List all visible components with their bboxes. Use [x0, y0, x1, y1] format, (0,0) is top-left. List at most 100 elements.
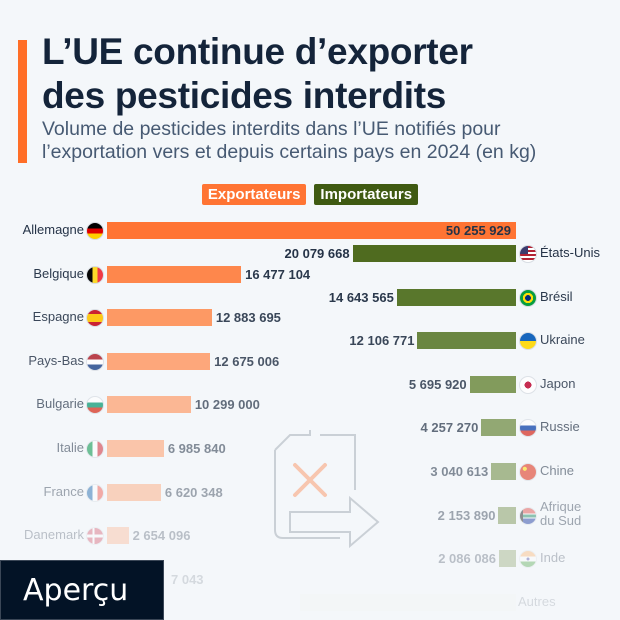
- flag-ua-icon: [519, 332, 537, 351]
- exporter-value-label: 6 620 348: [164, 484, 223, 500]
- exporter-bar: [107, 309, 212, 327]
- importer-row: 5 695 920 Japon: [0, 375, 620, 395]
- exporter-row: Italie 6 985 840: [0, 439, 620, 459]
- importer-country-label: Russie: [540, 419, 580, 435]
- importer-row: 20 079 668 États-Unis: [0, 244, 620, 264]
- title-line-2: des pesticides interdits: [42, 75, 447, 116]
- title-line-1: L’UE continue d’exporter: [42, 31, 473, 72]
- exporter-value-label: 6 985 840: [167, 441, 226, 456]
- exporter-country-label: Belgique: [33, 265, 84, 281]
- importer-value-label: 5 695 920: [408, 376, 467, 392]
- importer-value-label: 12 106 771: [349, 333, 415, 349]
- importer-country-label-line: Afrique: [540, 498, 582, 514]
- flag-us-icon: [519, 245, 537, 263]
- importer-bar: [498, 506, 516, 524]
- exporter-row: Bulgarie 10 299 000: [0, 395, 620, 415]
- exporter-country-label: Allemagne: [22, 222, 84, 237]
- exporter-value-label: 16 477 104: [245, 266, 311, 282]
- importer-country-label: États-Unis: [540, 245, 600, 260]
- exporter-value-label: 50 255 929: [445, 223, 511, 238]
- importer-country-label-line: du Sud: [540, 512, 582, 528]
- flag-de-icon: [86, 222, 104, 240]
- importer-row: 14 643 565 Brésil: [0, 288, 620, 308]
- flag-dk-icon: [86, 527, 104, 546]
- importer-bar: [499, 550, 516, 568]
- exporter-country-label: Pays-Bas: [28, 352, 84, 368]
- importer-bar: [481, 419, 516, 437]
- legend: Exportateurs Importateurs: [0, 184, 620, 205]
- flag-fr-icon: [86, 483, 104, 502]
- exporter-row: Allemagne 50 255 929: [0, 221, 620, 241]
- legend-importers: Importateurs: [314, 184, 419, 205]
- importer-row: 12 106 771 Ukraine: [0, 331, 620, 351]
- importer-row: 2 153 890 Afrique du Sud: [0, 499, 620, 527]
- flag-cn-icon: [519, 463, 537, 481]
- importer-row: 4 257 270 Russie: [0, 418, 620, 438]
- importer-value-label: 4 257 270: [420, 420, 479, 436]
- subtitle: Volume de pesticides interdits dans l’UE…: [42, 118, 536, 164]
- flag-es-icon: [86, 309, 104, 328]
- flag-be-icon: [86, 265, 104, 284]
- importer-country-label: Japon: [540, 375, 576, 391]
- exporter-row: Espagne 12 883 695: [0, 308, 620, 328]
- flag-za-icon: [519, 506, 537, 525]
- flag-it-icon: [86, 440, 104, 458]
- exporter-row: Belgique 16 477 104: [0, 265, 620, 285]
- flag-jp-icon: [519, 375, 537, 394]
- page-title: L’UE continue d’exporter des pesticides …: [42, 30, 473, 118]
- importer-row: Autres: [0, 593, 620, 613]
- exporter-country-label: Italie: [56, 440, 84, 455]
- exporter-row: 7 043: [0, 570, 620, 590]
- importer-bar: [469, 375, 516, 393]
- exporter-country-label: Danemark: [24, 527, 84, 543]
- importer-value-label: 2 153 890: [437, 507, 496, 523]
- exporter-bar: [107, 483, 161, 501]
- exporter-bar: [107, 352, 211, 370]
- subtitle-line-1: Volume de pesticides interdits dans l’UE…: [42, 118, 501, 140]
- importer-country-label: Brésil: [540, 288, 573, 304]
- exporter-bar: [107, 222, 516, 239]
- flag-ru-icon: [519, 419, 537, 438]
- exporter-value-label: 10 299 000: [194, 397, 260, 413]
- pesticide-canister-crossed-arrow-icon: [274, 430, 380, 549]
- importer-bar: [352, 245, 516, 262]
- importer-country-label: Afrique du Sud: [540, 498, 582, 528]
- exporter-country-label: Bulgarie: [36, 396, 84, 412]
- title-accent-bar: [18, 40, 27, 163]
- importer-country-label: Inde: [540, 550, 566, 566]
- importer-value-label: 14 643 565: [328, 289, 394, 305]
- importer-row: 3 040 613 Chine: [0, 462, 620, 482]
- exporter-value-label: 12 883 695: [215, 310, 281, 326]
- importer-bar: [300, 593, 516, 611]
- exporter-country-label: France: [43, 483, 84, 499]
- subtitle-line-2: l’exportation vers et depuis certains pa…: [42, 141, 537, 163]
- exporter-row: Danemark 2 654 096: [0, 526, 620, 546]
- importer-bar: [417, 332, 516, 350]
- exporter-bar: [107, 396, 191, 414]
- exporter-value-label: 7 043: [171, 571, 204, 587]
- importer-country-label: Chine: [540, 463, 574, 478]
- flag-bg-icon: [86, 396, 104, 415]
- flag-br-icon: [519, 288, 537, 307]
- preview-badge[interactable]: Aperçu: [0, 560, 164, 620]
- importer-bar: [396, 288, 516, 306]
- exporter-row: Pays-Bas 12 675 006: [0, 352, 620, 372]
- legend-exporters: Exportateurs: [201, 184, 307, 205]
- importer-value-label: 20 079 668: [284, 246, 350, 261]
- flag-in-icon: [519, 550, 537, 569]
- importer-value-label: 2 086 086: [438, 551, 497, 567]
- exporter-value-label: 2 654 096: [132, 528, 191, 544]
- exporter-bar: [107, 527, 129, 545]
- importer-row: 2 086 086 Inde: [0, 549, 620, 569]
- importer-country-label: Autres: [518, 593, 556, 609]
- exporter-bar: [107, 265, 242, 283]
- exporter-country-label: Espagne: [32, 309, 84, 325]
- importer-country-label: Ukraine: [540, 332, 585, 348]
- importer-value-label: 3 040 613: [430, 464, 489, 479]
- exporter-value-label: 12 675 006: [214, 353, 280, 369]
- flag-nl-icon: [86, 352, 104, 371]
- exporter-row: France 6 620 348: [0, 483, 620, 503]
- exporter-bar: [107, 440, 164, 457]
- importer-bar: [491, 463, 516, 480]
